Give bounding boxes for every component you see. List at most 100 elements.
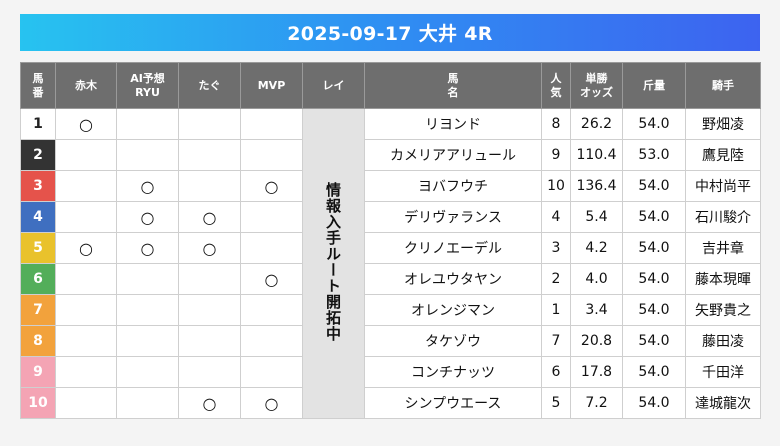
mark-akagi: [55, 201, 117, 233]
win-odds: 17.8: [570, 356, 623, 388]
jockey-name: 千田洋: [685, 356, 761, 388]
mark-ai: [116, 325, 179, 357]
carried-weight: 54.0: [622, 356, 686, 388]
header-num: 馬番: [20, 62, 56, 109]
mark-ai: [116, 263, 179, 295]
popularity: 5: [541, 387, 571, 419]
win-odds: 20.8: [570, 325, 623, 357]
mark-ai: [116, 108, 179, 140]
mark-akagi: [55, 263, 117, 295]
win-odds: 4.2: [570, 232, 623, 264]
popularity: 7: [541, 325, 571, 357]
jockey-name: 中村尚平: [685, 170, 761, 202]
carried-weight: 53.0: [622, 139, 686, 171]
horse-number: 8: [20, 325, 56, 357]
table-row: 3 ○ ○ ヨバフウチ 10 136.4 54.0 中村尚平: [20, 170, 761, 202]
header-rei: レイ: [302, 62, 365, 109]
win-odds: 5.4: [570, 201, 623, 233]
mark-akagi: [55, 170, 117, 202]
jockey-name: 達城龍次: [685, 387, 761, 419]
header-jockey: 騎手: [685, 62, 761, 109]
mark-tagu: [178, 139, 241, 171]
horse-name: オレユウタヤン: [364, 263, 542, 295]
mark-mvp: ○: [240, 170, 303, 202]
horse-name: リヨンド: [364, 108, 542, 140]
header-akagi: 赤木: [55, 62, 117, 109]
carried-weight: 54.0: [622, 170, 686, 202]
win-odds: 26.2: [570, 108, 623, 140]
popularity: 8: [541, 108, 571, 140]
mark-akagi: [55, 387, 117, 419]
header-odds: 単勝 オッズ: [570, 62, 623, 109]
table-row: 8 タケゾウ 7 20.8 54.0 藤田凌: [20, 325, 761, 357]
mark-ai: [116, 139, 179, 171]
header-tagu: たぐ: [178, 62, 241, 109]
horse-name: コンチナッツ: [364, 356, 542, 388]
mark-ai: ○: [116, 170, 179, 202]
carried-weight: 54.0: [622, 108, 686, 140]
jockey-name: 矢野貴之: [685, 294, 761, 326]
horse-name: デリヴァランス: [364, 201, 542, 233]
mark-mvp: ○: [240, 263, 303, 295]
mark-tagu: ○: [178, 387, 241, 419]
mark-tagu: [178, 108, 241, 140]
mark-ai: ○: [116, 232, 179, 264]
mark-mvp: [240, 139, 303, 171]
header-mvp: MVP: [240, 62, 303, 109]
mark-mvp: [240, 356, 303, 388]
mark-akagi: ○: [55, 232, 117, 264]
table-row: 9 コンチナッツ 6 17.8 54.0 千田洋: [20, 356, 761, 388]
horse-name: シンプウエース: [364, 387, 542, 419]
mark-ai: ○: [116, 201, 179, 233]
popularity: 1: [541, 294, 571, 326]
horse-number: 7: [20, 294, 56, 326]
win-odds: 3.4: [570, 294, 623, 326]
mark-tagu: ○: [178, 201, 241, 233]
mark-akagi: ○: [55, 108, 117, 140]
carried-weight: 54.0: [622, 232, 686, 264]
mark-akagi: [55, 294, 117, 326]
win-odds: 7.2: [570, 387, 623, 419]
header-ai: AI予想 RYU: [116, 62, 179, 109]
popularity: 10: [541, 170, 571, 202]
mark-akagi: [55, 356, 117, 388]
mark-mvp: [240, 325, 303, 357]
win-odds: 4.0: [570, 263, 623, 295]
mark-mvp: [240, 232, 303, 264]
mark-ai: [116, 356, 179, 388]
horse-name: クリノエーデル: [364, 232, 542, 264]
jockey-name: 石川駿介: [685, 201, 761, 233]
popularity: 4: [541, 201, 571, 233]
mark-mvp: ○: [240, 387, 303, 419]
rei-note-text: 情報入手ルート開拓中: [324, 181, 342, 342]
header-weight: 斤量: [622, 62, 686, 109]
mark-tagu: [178, 170, 241, 202]
mark-akagi: [55, 325, 117, 357]
win-odds: 136.4: [570, 170, 623, 202]
jockey-name: 藤田凌: [685, 325, 761, 357]
mark-tagu: [178, 263, 241, 295]
carried-weight: 54.0: [622, 294, 686, 326]
mark-mvp: [240, 201, 303, 233]
mark-tagu: [178, 356, 241, 388]
horse-name: ヨバフウチ: [364, 170, 542, 202]
table-row: 10 ○ ○ シンプウエース 5 7.2 54.0 達城龍次: [20, 387, 761, 419]
header-horse: 馬名: [364, 62, 542, 109]
carried-weight: 54.0: [622, 263, 686, 295]
jockey-name: 鷹見陸: [685, 139, 761, 171]
horse-number: 1: [20, 108, 56, 140]
header-pop: 人気: [541, 62, 571, 109]
header-row: 馬番 赤木 AI予想 RYU たぐ MVP レイ 馬名 人気 単勝 オッズ 斤量 騎…: [20, 62, 761, 109]
race-title: 2025-09-17 大井 4R: [20, 14, 760, 51]
mark-ai: [116, 294, 179, 326]
jockey-name: 藤本現暉: [685, 263, 761, 295]
horse-name: タケゾウ: [364, 325, 542, 357]
mark-tagu: ○: [178, 232, 241, 264]
race-table: 馬番 赤木 AI予想 RYU たぐ MVP レイ 馬名 人気 単勝 オッズ 斤量 騎…: [20, 62, 761, 419]
table-row: 7 オレンジマン 1 3.4 54.0 矢野貴之: [20, 294, 761, 326]
horse-number: 4: [20, 201, 56, 233]
horse-number: 10: [20, 387, 56, 419]
jockey-name: 野畑凌: [685, 108, 761, 140]
horse-name: オレンジマン: [364, 294, 542, 326]
mark-ai: [116, 387, 179, 419]
